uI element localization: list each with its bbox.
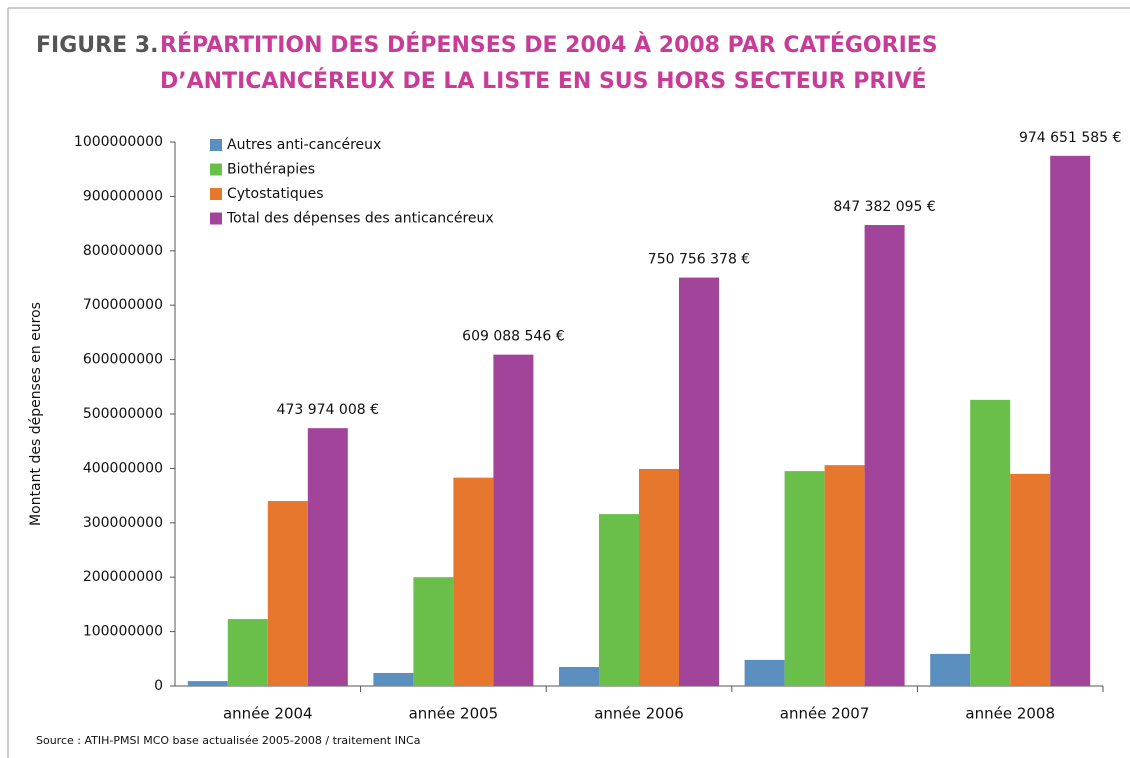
bar [599,514,639,686]
bar [453,477,494,686]
y-tick-label: 1000000000 [74,134,163,150]
bar [413,577,454,686]
x-tick-label: année 2006 [594,705,684,723]
y-tick-label: 200000000 [83,569,163,585]
y-tick-label: 0 [154,678,163,694]
y-tick-label: 100000000 [83,624,163,640]
chart-title: RÉPARTITION DES DÉPENSES DE 2004 À 2008 … [160,32,938,58]
chart-title: D’ANTICANCÉREUX DE LA LISTE EN SUS HORS … [160,68,927,94]
legend-swatch [210,163,222,176]
legend-swatch [210,188,222,200]
bar [559,666,599,686]
y-tick-label: 500000000 [83,406,163,422]
y-axis-label: Montant des dépenses en euros [28,302,44,526]
bar [970,399,1011,686]
legend-label: Biothérapies [227,162,315,178]
y-tick-label: 300000000 [83,515,163,531]
legend-label: Autres anti-cancéreux [227,137,381,153]
bar [679,277,719,686]
bar [307,428,348,686]
bar [267,501,308,686]
bar [1010,473,1051,686]
bar [824,465,865,686]
source: Source : ATIH-PMSI MCO base actualisée 2… [36,734,420,747]
legend-swatch [210,139,222,151]
data-label: 974 651 585 € [1019,130,1121,146]
y-tick-label: 800000000 [83,243,163,259]
data-label: 750 756 378 € [648,252,750,268]
legend-label: Total des dépenses des anticancéreux [226,211,494,227]
bar [1050,155,1091,686]
bar [744,659,785,686]
data-label: 847 382 095 € [833,199,935,215]
x-tick-label: année 2007 [780,705,870,723]
y-tick-label: 400000000 [83,460,163,476]
bar [639,468,679,686]
bar [373,672,414,686]
x-tick-label: année 2008 [965,705,1055,723]
y-tick-label: 700000000 [83,297,163,313]
bar [493,354,534,686]
bar [227,619,268,686]
data-label: 609 088 546 € [462,329,564,345]
x-tick-label: année 2005 [409,705,499,723]
y-tick-label: 600000000 [83,352,163,368]
figure-label: FIGURE 3. [36,33,158,58]
bar [187,681,228,686]
bar [864,225,905,686]
data-label: 473 974 008 € [277,402,379,418]
y-tick-label: 900000000 [83,188,163,204]
legend-swatch [210,212,222,225]
x-tick-label: année 2004 [223,705,313,723]
bar [930,653,971,686]
bar [784,471,825,686]
legend-label: Cytostatiques [227,186,324,202]
